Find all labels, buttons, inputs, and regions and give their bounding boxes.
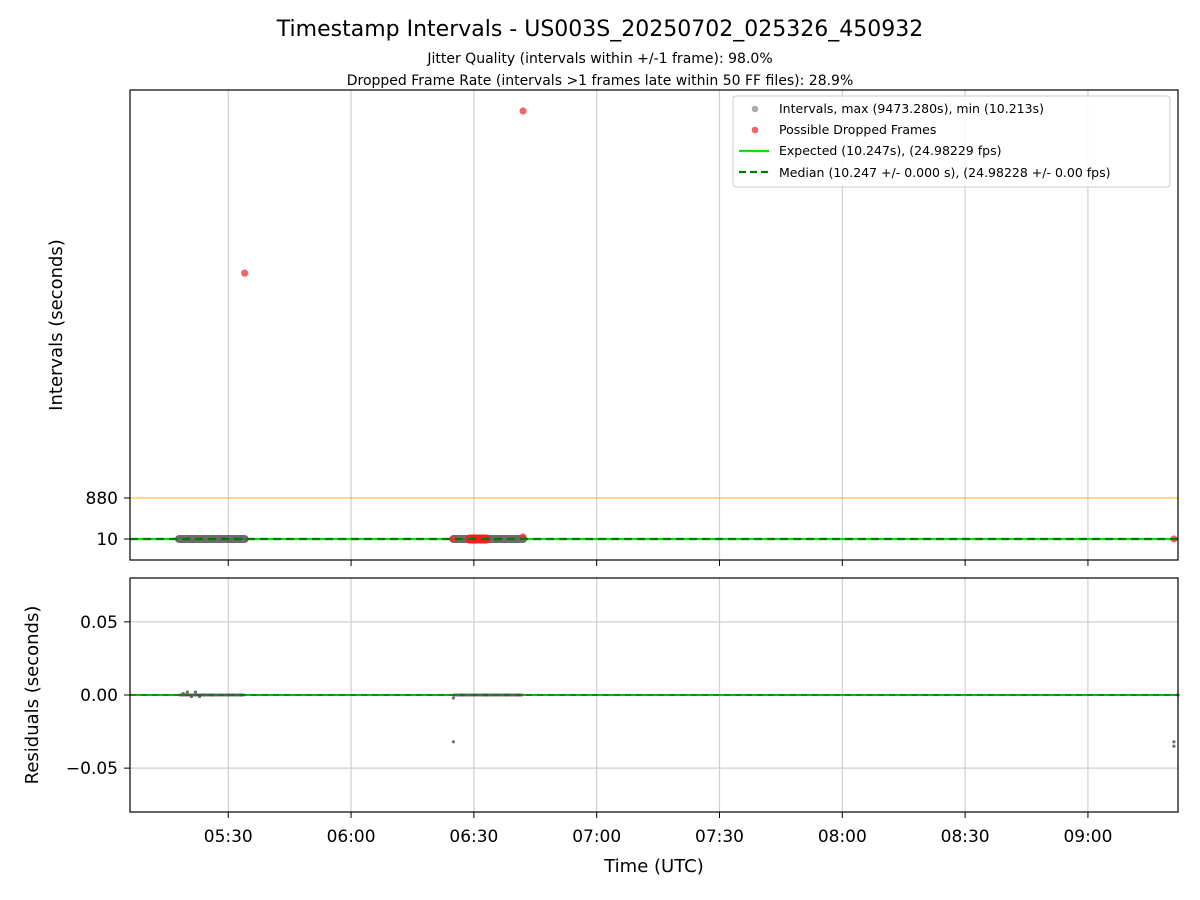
residual-point <box>1172 740 1176 744</box>
residual-point <box>1172 744 1176 748</box>
residual-point <box>193 690 198 694</box>
residual-point <box>202 693 206 697</box>
legend-median-label: Median (10.247 +/- 0.000 s), (24.98228 +… <box>779 165 1110 180</box>
x-tick-label: 09:00 <box>1063 827 1112 847</box>
top-plot-points <box>130 107 1178 544</box>
x-tick-label: 08:30 <box>941 827 990 847</box>
legend-expected-label: Expected (10.247s), (24.98229 fps) <box>779 143 1001 158</box>
residual-y-tick-label: 0.05 <box>80 613 118 633</box>
x-tick-label: 06:30 <box>449 827 498 847</box>
chart-title: Timestamp Intervals - US003S_20250702_02… <box>276 17 923 42</box>
x-tick-label: 06:00 <box>327 827 376 847</box>
residual-point <box>181 691 185 696</box>
dropped-frame-point <box>449 535 458 543</box>
residual-point <box>451 740 456 744</box>
x-tick-label: 07:30 <box>695 827 744 847</box>
x-tick-label: 05:30 <box>204 827 253 847</box>
residual-y-tick-label: 0.00 <box>80 686 118 706</box>
x-axis-label: Time (UTC) <box>603 856 704 877</box>
top-plot-y-ticks: 10 880 <box>86 489 130 550</box>
residual-point <box>451 696 456 700</box>
top-plot-x-ticks <box>227 560 1089 566</box>
chart-subtitle-dropped: Dropped Frame Rate (intervals >1 frames … <box>347 73 854 89</box>
residual-plot-x-ticks: 05:30 06:00 06:30 07:00 07:30 08:00 08:30 09:00 <box>204 812 1112 847</box>
legend-intervals-marker <box>751 105 759 113</box>
dropped-frame-point <box>519 107 527 115</box>
residual-y-tick-label: −0.05 <box>66 759 118 779</box>
chart-subtitle-jitter: Jitter Quality (intervals within +/-1 fr… <box>426 51 772 67</box>
top-y-axis-label: Intervals (seconds) <box>46 239 67 411</box>
interval-point <box>238 535 246 543</box>
dropped-frame-point <box>241 269 249 277</box>
x-tick-label: 08:00 <box>818 827 867 847</box>
top-y-tick-label: 880 <box>86 489 118 509</box>
residual-y-axis-label: Residuals (seconds) <box>22 606 43 785</box>
top-plot-frame <box>129 89 1179 561</box>
legend-dropped-marker <box>751 126 759 134</box>
top-y-tick-label: 10 <box>96 530 118 550</box>
legend-intervals-label: Intervals, max (9473.280s), min (10.213s… <box>779 101 1044 116</box>
residual-plot-points <box>130 690 1180 748</box>
residual-plot-y-ticks: 0.05 0.00 −0.05 <box>66 613 130 779</box>
legend-dropped-label: Possible Dropped Frames <box>779 122 936 137</box>
x-tick-label: 07:00 <box>572 827 621 847</box>
chart-legend: Intervals, max (9473.280s), min (10.213s… <box>732 95 1171 188</box>
legend-box <box>732 95 1171 188</box>
residual-point <box>185 690 189 694</box>
